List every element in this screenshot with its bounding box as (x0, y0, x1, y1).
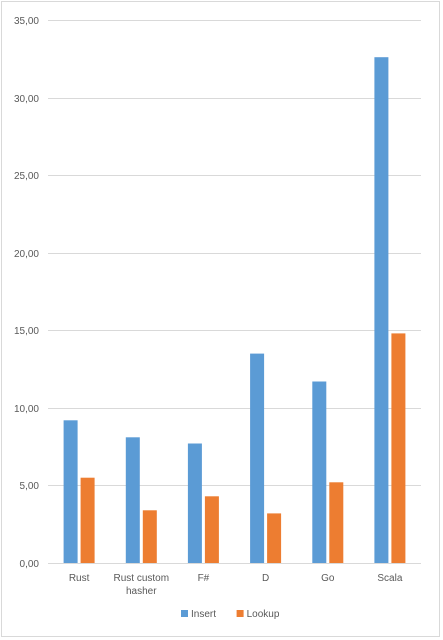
bar-lookup (80, 477, 95, 563)
x-tick-label: Rust custom hasher (114, 573, 170, 597)
legend: Insert Lookup (181, 609, 280, 620)
x-tick-label: Rust (69, 573, 90, 584)
bar-lookup (329, 482, 344, 563)
y-tick-label: 15,00 (14, 326, 39, 337)
bar-insert (312, 381, 327, 563)
y-tick-label: 25,00 (14, 171, 39, 182)
x-axis-labels: Rust Rust custom hasher F# D Go Scala (69, 573, 403, 597)
bar-insert (374, 57, 389, 563)
y-tick-label: 35,00 (14, 16, 39, 27)
y-axis-ticks: 0,00 5,00 10,00 15,00 20,00 25,00 30,00 35,00 (14, 16, 39, 570)
bar-lookup (267, 513, 282, 563)
bar-insert (63, 420, 78, 563)
legend-swatch (181, 610, 188, 617)
x-tick-label: Go (321, 573, 335, 584)
legend-label: Insert (191, 609, 216, 620)
bar-insert (187, 443, 202, 563)
gridlines (48, 20, 421, 486)
x-tick-label: F# (198, 573, 210, 584)
bar-lookup (391, 333, 406, 563)
y-tick-label: 0,00 (20, 559, 40, 570)
legend-swatch (236, 610, 244, 617)
bars (63, 57, 406, 563)
y-tick-label: 5,00 (20, 481, 40, 492)
legend-label: Lookup (247, 609, 280, 620)
x-tick-label: D (262, 573, 269, 584)
y-tick-label: 20,00 (14, 249, 39, 260)
bar-insert (250, 353, 265, 563)
bar-insert (125, 437, 140, 563)
y-tick-label: 30,00 (14, 94, 39, 105)
y-tick-label: 10,00 (14, 404, 39, 415)
bar-lookup (204, 496, 219, 563)
bar-lookup (142, 510, 157, 563)
legend-item-insert: Insert (181, 609, 216, 620)
legend-item-lookup: Lookup (236, 609, 280, 620)
x-tick-label: Scala (377, 573, 402, 584)
